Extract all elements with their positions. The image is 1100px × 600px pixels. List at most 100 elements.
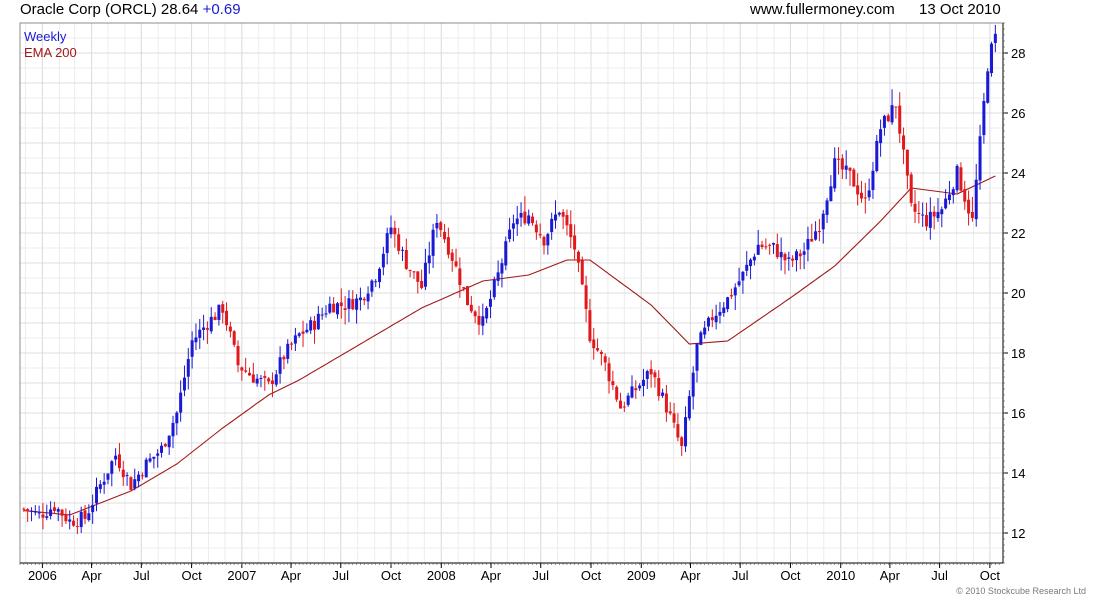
x-tick-label: 2006 <box>28 568 57 583</box>
down-candle <box>852 169 856 187</box>
down-candle <box>22 508 26 510</box>
up-candle <box>844 165 848 170</box>
down-candle <box>569 224 573 238</box>
up-candle <box>182 377 186 391</box>
up-candle <box>179 392 183 413</box>
up-candle <box>114 455 118 460</box>
up-candle <box>68 519 72 522</box>
down-candle <box>775 244 779 258</box>
up-candle <box>381 253 385 268</box>
down-candle <box>163 444 167 447</box>
down-candle <box>611 381 615 386</box>
up-candle <box>316 313 320 330</box>
up-candle <box>630 386 634 398</box>
down-candle <box>932 211 936 217</box>
down-candle <box>404 250 408 269</box>
down-candle <box>592 339 596 349</box>
up-candle <box>175 412 179 424</box>
down-candle <box>52 507 56 511</box>
x-tick-label: Jul <box>332 568 349 583</box>
down-candle <box>672 413 676 423</box>
down-candle <box>538 234 542 236</box>
up-candle <box>217 304 221 320</box>
up-candle <box>550 218 554 233</box>
up-candle <box>56 509 60 512</box>
up-candle <box>110 461 114 474</box>
down-candle <box>798 253 802 257</box>
price-change: +0.69 <box>202 1 241 18</box>
up-candle <box>645 371 649 379</box>
up-candle <box>779 251 783 258</box>
down-candle <box>332 303 336 313</box>
up-candle <box>745 264 749 271</box>
up-candle <box>293 335 297 344</box>
down-candle <box>362 298 366 301</box>
down-candle <box>817 231 821 233</box>
up-candle <box>821 213 825 230</box>
up-candle <box>772 243 776 245</box>
up-candle <box>202 327 206 330</box>
x-tick-label: Apr <box>680 568 701 583</box>
up-candle <box>87 513 91 521</box>
up-candle <box>106 473 110 480</box>
up-candle <box>423 262 427 287</box>
down-candle <box>469 304 473 312</box>
down-candle <box>301 331 305 334</box>
down-candle <box>221 304 225 313</box>
up-candle <box>511 223 515 229</box>
up-candle <box>890 105 894 123</box>
x-tick-label: Jul <box>133 568 150 583</box>
down-candle <box>313 320 317 330</box>
up-candle <box>519 212 523 218</box>
down-candle <box>576 251 580 263</box>
up-candle <box>752 256 756 261</box>
up-candle <box>951 189 955 196</box>
date-label: 13 Oct 2010 <box>919 1 1001 18</box>
down-candle <box>117 454 121 469</box>
down-candle <box>959 167 963 191</box>
down-candle <box>397 234 401 251</box>
x-tick-label: Apr <box>281 568 302 583</box>
up-candle <box>91 504 95 513</box>
down-candle <box>856 185 860 195</box>
down-candle <box>925 215 929 227</box>
up-candle <box>955 165 959 191</box>
down-candle <box>963 189 967 202</box>
up-candle <box>947 194 951 201</box>
up-candle <box>481 316 485 326</box>
down-candle <box>41 514 45 518</box>
down-candle <box>140 475 144 477</box>
up-candle <box>806 238 810 250</box>
up-candle <box>867 190 871 198</box>
up-candle <box>309 320 313 331</box>
website-label: www.fullermoney.com <box>750 1 895 18</box>
down-candle <box>909 174 913 203</box>
up-candle <box>385 233 389 254</box>
x-tick-label: Apr <box>880 568 901 583</box>
up-candle <box>198 329 202 338</box>
down-candle <box>351 299 355 310</box>
up-candle <box>936 211 940 219</box>
down-candle <box>412 271 416 273</box>
up-candle <box>982 101 986 136</box>
up-candle <box>944 198 948 209</box>
down-candle <box>439 222 443 231</box>
gridlines <box>20 22 1003 564</box>
up-candle <box>879 129 883 144</box>
down-candle <box>244 370 248 372</box>
y-tick-label: 18 <box>1011 346 1025 361</box>
up-candle <box>488 298 492 307</box>
down-candle <box>676 424 680 438</box>
up-candle <box>374 281 378 283</box>
up-candle <box>986 71 990 103</box>
up-candle <box>167 435 171 448</box>
down-candle <box>416 271 420 282</box>
up-candle <box>355 298 359 310</box>
down-candle <box>565 215 569 226</box>
up-candle <box>695 343 699 371</box>
up-candle <box>706 317 710 327</box>
up-candle <box>661 392 665 396</box>
y-tick-label: 28 <box>1011 46 1025 61</box>
down-candle <box>634 388 638 391</box>
up-candle <box>102 481 106 485</box>
